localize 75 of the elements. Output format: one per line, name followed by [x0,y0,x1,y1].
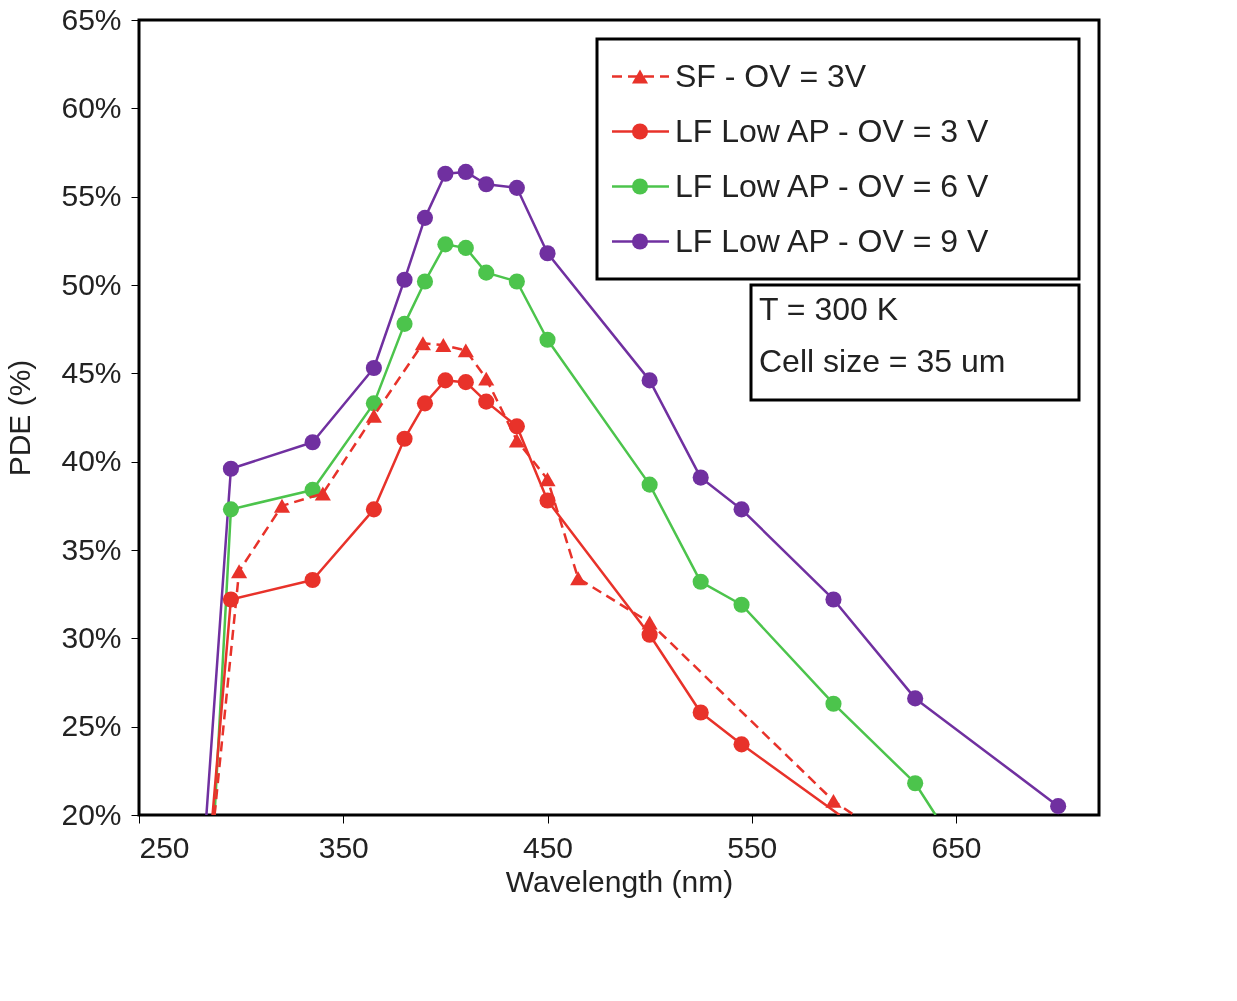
point [825,591,842,608]
point [733,736,750,753]
point [304,571,321,589]
point [478,371,495,386]
point [825,793,842,808]
y-tick-label: 25% [61,709,122,743]
point [273,498,291,513]
x-tick-label: 450 [522,830,574,864]
point [478,264,495,281]
point [457,239,474,256]
y-axis-title: PDE (%) [3,359,37,477]
point [457,343,474,358]
point [692,469,709,486]
point [478,176,495,193]
y-tick-label: 60% [61,90,122,124]
point [692,704,709,721]
point [641,615,658,630]
annotation: T = 300 K Cell size = 35 um [759,291,1006,379]
point [231,564,248,579]
y-tick-label: 20% [61,797,122,831]
y-tick-label: 55% [61,179,122,213]
point [416,395,434,412]
point [437,236,454,253]
legend-label: LF Low AP - OV = 3 V [675,112,989,149]
point [365,501,382,518]
point [396,315,413,332]
x-tick-label: 650 [931,830,982,864]
point [365,359,382,377]
legend-label: SF - OV = 3V [675,57,867,94]
point [416,273,434,290]
x-axis-title: Wavelength (nm) [505,864,734,898]
point [825,695,842,712]
point [222,501,239,518]
point [508,273,525,290]
point [1050,798,1067,815]
point [437,372,454,389]
x-tick-label: 550 [727,830,778,864]
point [692,573,709,590]
point [508,179,525,196]
point [508,433,525,448]
y-tick-label: 30% [61,620,122,654]
point [539,472,556,487]
point [457,163,474,180]
point [314,486,331,501]
x-tick-label: 350 [318,830,369,864]
legend-label: LF Low AP - OV = 9 V [675,222,989,259]
point [222,460,239,477]
point [733,596,750,613]
point [396,430,413,447]
y-tick-label: 50% [61,267,122,301]
point [539,492,556,509]
legend-label: LF Low AP - OV = 6 V [675,167,989,204]
point [907,775,924,792]
point [539,331,556,348]
point [907,690,924,707]
point [437,165,454,182]
point [304,434,321,451]
point [539,245,556,262]
point [414,336,431,351]
point [365,408,382,423]
point [457,374,474,391]
point [478,393,495,410]
y-tick-label: 40% [61,444,122,478]
point [641,372,658,389]
point [641,476,658,493]
x-tick-label: 250 [139,830,190,864]
point [733,501,750,518]
y-tick-label: 35% [61,532,122,566]
y-tick-label: 45% [61,355,122,389]
point [396,271,413,288]
point [570,571,587,586]
point [416,209,434,226]
y-tick-label: 65% [61,2,122,36]
point [435,338,452,353]
point [508,418,525,435]
